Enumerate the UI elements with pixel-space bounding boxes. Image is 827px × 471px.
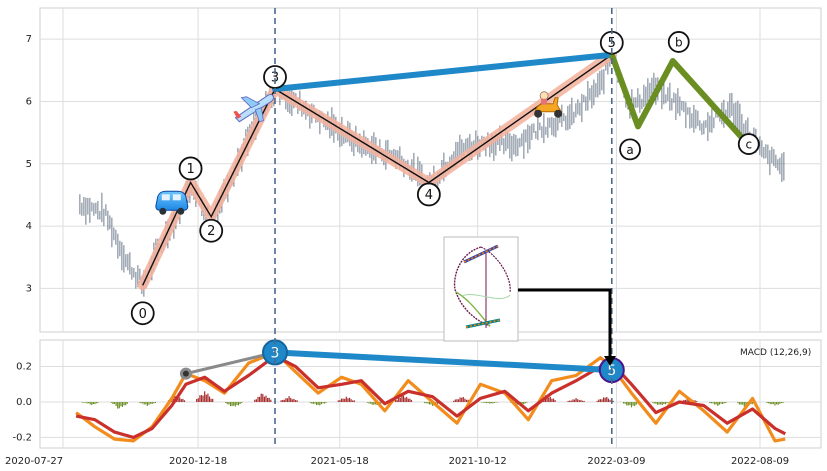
price-y-tick-label: 7 [26,34,32,45]
price-divergence-line [272,51,615,92]
car-body [155,190,189,211]
correction-label-circle [667,31,690,53]
price-y-tick-labels: 3 4 5 6 7 [26,34,32,294]
price-y-tick-label: 4 [26,221,32,232]
scooter-wheel [554,109,563,118]
scooter-icon [534,91,563,118]
price-y-tick-label: 6 [26,96,32,107]
wave-label-0: 0 [139,307,147,322]
scooter-rider-body [541,98,548,105]
wave-label-circle [199,218,224,243]
correction-label-c: c [745,138,752,152]
wave-label-circle [178,156,203,181]
correction-label-circle [619,138,641,161]
macd-divergence-line [274,349,612,374]
price-gridlines [40,8,821,332]
signal-line [75,354,787,439]
price-y-tick-label: 5 [26,159,32,170]
wave-label-circle [130,301,155,326]
wave-label-2: 2 [207,224,215,239]
icon-layer [155,91,563,215]
macd-y-tick-labels: -0.2 0.0 0.2 [12,362,32,444]
car-window [161,194,170,201]
macd-indicator-label: MACD (12,26,9) [740,348,811,358]
macd-gray-dot-center [182,370,189,377]
macd-y-tick-label: -0.2 [12,432,32,443]
connector-arrowhead [604,356,616,366]
plane-fuselage [234,93,275,123]
airplane-icon [233,93,275,123]
scooter-rider [539,91,549,101]
x-tick-labels: 2020-07-27 2020-12-18 2021-05-18 2021-10-12… [5,456,789,467]
correction-label-b: b [675,35,683,49]
macd-panel [39,339,822,449]
x-tick-label: 2020-12-18 [169,456,227,467]
wave-label-circle [416,182,441,207]
price-panel [39,7,822,333]
x-tick-label: 2021-10-12 [449,456,507,467]
x-tick-label: 2022-03-09 [587,456,645,467]
vertical-marker-layer [274,8,613,448]
x-tick-label: 2021-05-18 [311,456,369,467]
plane-wing [240,96,261,109]
car-icon [155,190,189,215]
correction-wave-line [608,53,751,148]
price-y-tick-label: 3 [26,283,32,294]
plane-tail [233,110,242,119]
macd-y-tick-label: 0.0 [16,397,32,408]
correction-label-a: a [626,143,633,157]
plane-wing [254,107,264,123]
x-tick-label: 2020-07-27 [5,456,63,467]
scooter-wheel [534,109,543,118]
x-tick-label: 2022-08-09 [731,456,789,467]
macd-y-tick-label: 0.2 [16,362,32,373]
car-wheel [159,207,167,215]
car-wheel [177,207,185,215]
inset-connector-line [518,288,612,360]
correction-label-circle [737,133,760,155]
inset-diagram [443,236,519,342]
wave-label-1: 1 [186,162,194,177]
macd-gray-connector [185,350,276,376]
car-window [172,194,181,201]
wave-label-4: 4 [425,188,433,203]
